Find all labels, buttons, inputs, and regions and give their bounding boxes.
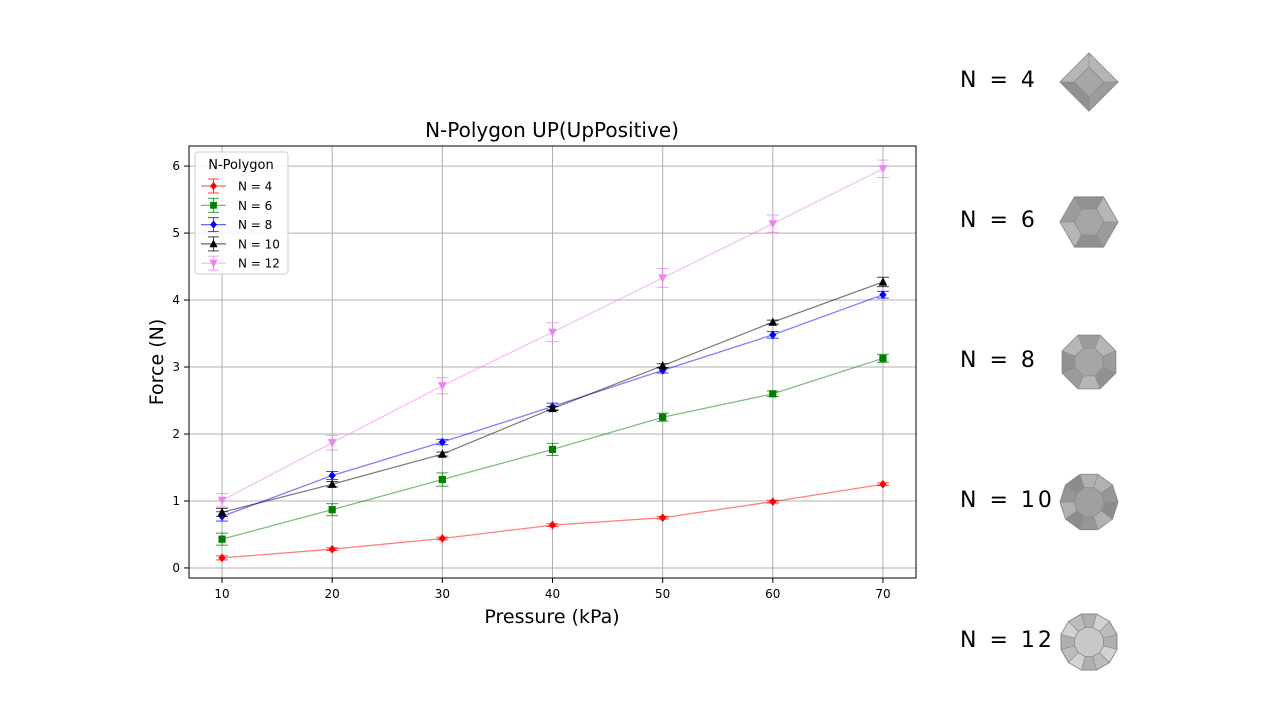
series-n-4: [216, 479, 889, 563]
y-tick-label: 0: [172, 561, 180, 575]
series-layer: [216, 159, 889, 563]
grid: [189, 146, 916, 578]
legend-marker: [210, 220, 217, 229]
y-tick-label: 1: [172, 494, 180, 508]
polygon-label: N = 10: [960, 488, 1055, 513]
data-point: [878, 277, 888, 286]
data-point: [218, 535, 226, 543]
polygon-label: N = 12: [960, 628, 1055, 653]
data-point: [218, 553, 226, 563]
data-point: [438, 382, 447, 391]
chart-title: N-Polygon UP(UpPositive): [425, 118, 679, 142]
x-tick-label: 70: [875, 587, 890, 601]
legend-item: N = 4: [201, 178, 272, 194]
polygon-6-icon: [1059, 196, 1119, 248]
data-point: [769, 390, 777, 398]
x-tick-label: 50: [655, 587, 670, 601]
data-point: [217, 496, 227, 505]
x-tick-label: 10: [214, 587, 229, 601]
polygon-8-icon: [1061, 334, 1117, 390]
data-point: [328, 471, 336, 480]
series-n-12: [216, 159, 889, 508]
legend-item: N = 8: [201, 217, 272, 233]
data-point: [438, 437, 446, 447]
x-tick-label: 30: [435, 587, 450, 601]
data-point: [548, 403, 557, 413]
data-point: [328, 506, 336, 514]
legend-marker: [209, 259, 218, 268]
data-point: [548, 445, 557, 454]
legend-label: N = 4: [238, 180, 272, 194]
y-tick-label: 3: [172, 360, 180, 374]
data-point: [438, 475, 446, 484]
data-point: [879, 479, 887, 489]
series-n-6: [216, 353, 889, 546]
legend-label: N = 8: [238, 218, 272, 232]
data-point: [328, 544, 336, 554]
data-point: [438, 449, 447, 458]
legend-label: N = 12: [238, 257, 280, 271]
legend-label: N = 10: [238, 237, 280, 251]
data-point: [658, 274, 667, 283]
polygon-12-icon: [1060, 613, 1118, 671]
series-n-10: [216, 276, 889, 517]
legend-title: N-Polygon: [208, 158, 274, 173]
legend-marker: [210, 201, 217, 209]
axis-ticks: 10 20 30 40 50 60 70 0 1 2 3 4 5 6: [172, 159, 890, 601]
data-point: [548, 328, 557, 337]
data-point: [658, 361, 667, 370]
data-point: [769, 330, 777, 340]
x-tick-label: 60: [765, 587, 780, 601]
y-tick-label: 6: [172, 159, 180, 173]
x-axis-label: Pressure (kPa): [484, 606, 619, 628]
x-tick-label: 40: [545, 587, 560, 601]
legend: N-Polygon N = 4 N = 6 N = 8 N = 10 N = 12: [194, 151, 289, 275]
y-tick-label: 4: [172, 293, 180, 307]
data-point: [768, 220, 778, 229]
data-point: [548, 520, 557, 530]
legend-item: N = 6: [201, 197, 272, 213]
data-point: [327, 479, 337, 488]
legend-marker: [209, 239, 218, 248]
data-point: [878, 165, 888, 174]
data-point: [659, 513, 667, 523]
data-point: [438, 534, 446, 543]
polygon-10-icon: [1059, 473, 1119, 531]
data-point: [879, 354, 887, 362]
y-tick-label: 5: [172, 226, 180, 240]
legend-item: N = 10: [201, 236, 280, 252]
data-point: [327, 439, 337, 448]
data-point: [768, 317, 778, 326]
y-axis-label: Force (N): [146, 319, 168, 405]
polygon-label: N = 6: [960, 208, 1038, 233]
polygon-4-icon: [1059, 52, 1119, 112]
data-point: [659, 413, 667, 421]
plot-frame: [188, 145, 917, 579]
legend-marker: [210, 181, 217, 191]
data-point: [879, 290, 887, 300]
x-tick-label: 20: [325, 587, 340, 601]
data-point: [769, 497, 777, 506]
polygon-label: N = 8: [960, 348, 1038, 373]
polygon-label: N = 4: [960, 68, 1038, 93]
legend-item: N = 12: [201, 255, 280, 271]
legend-label: N = 6: [238, 199, 272, 213]
y-tick-label: 2: [172, 427, 180, 441]
data-point: [217, 507, 227, 516]
